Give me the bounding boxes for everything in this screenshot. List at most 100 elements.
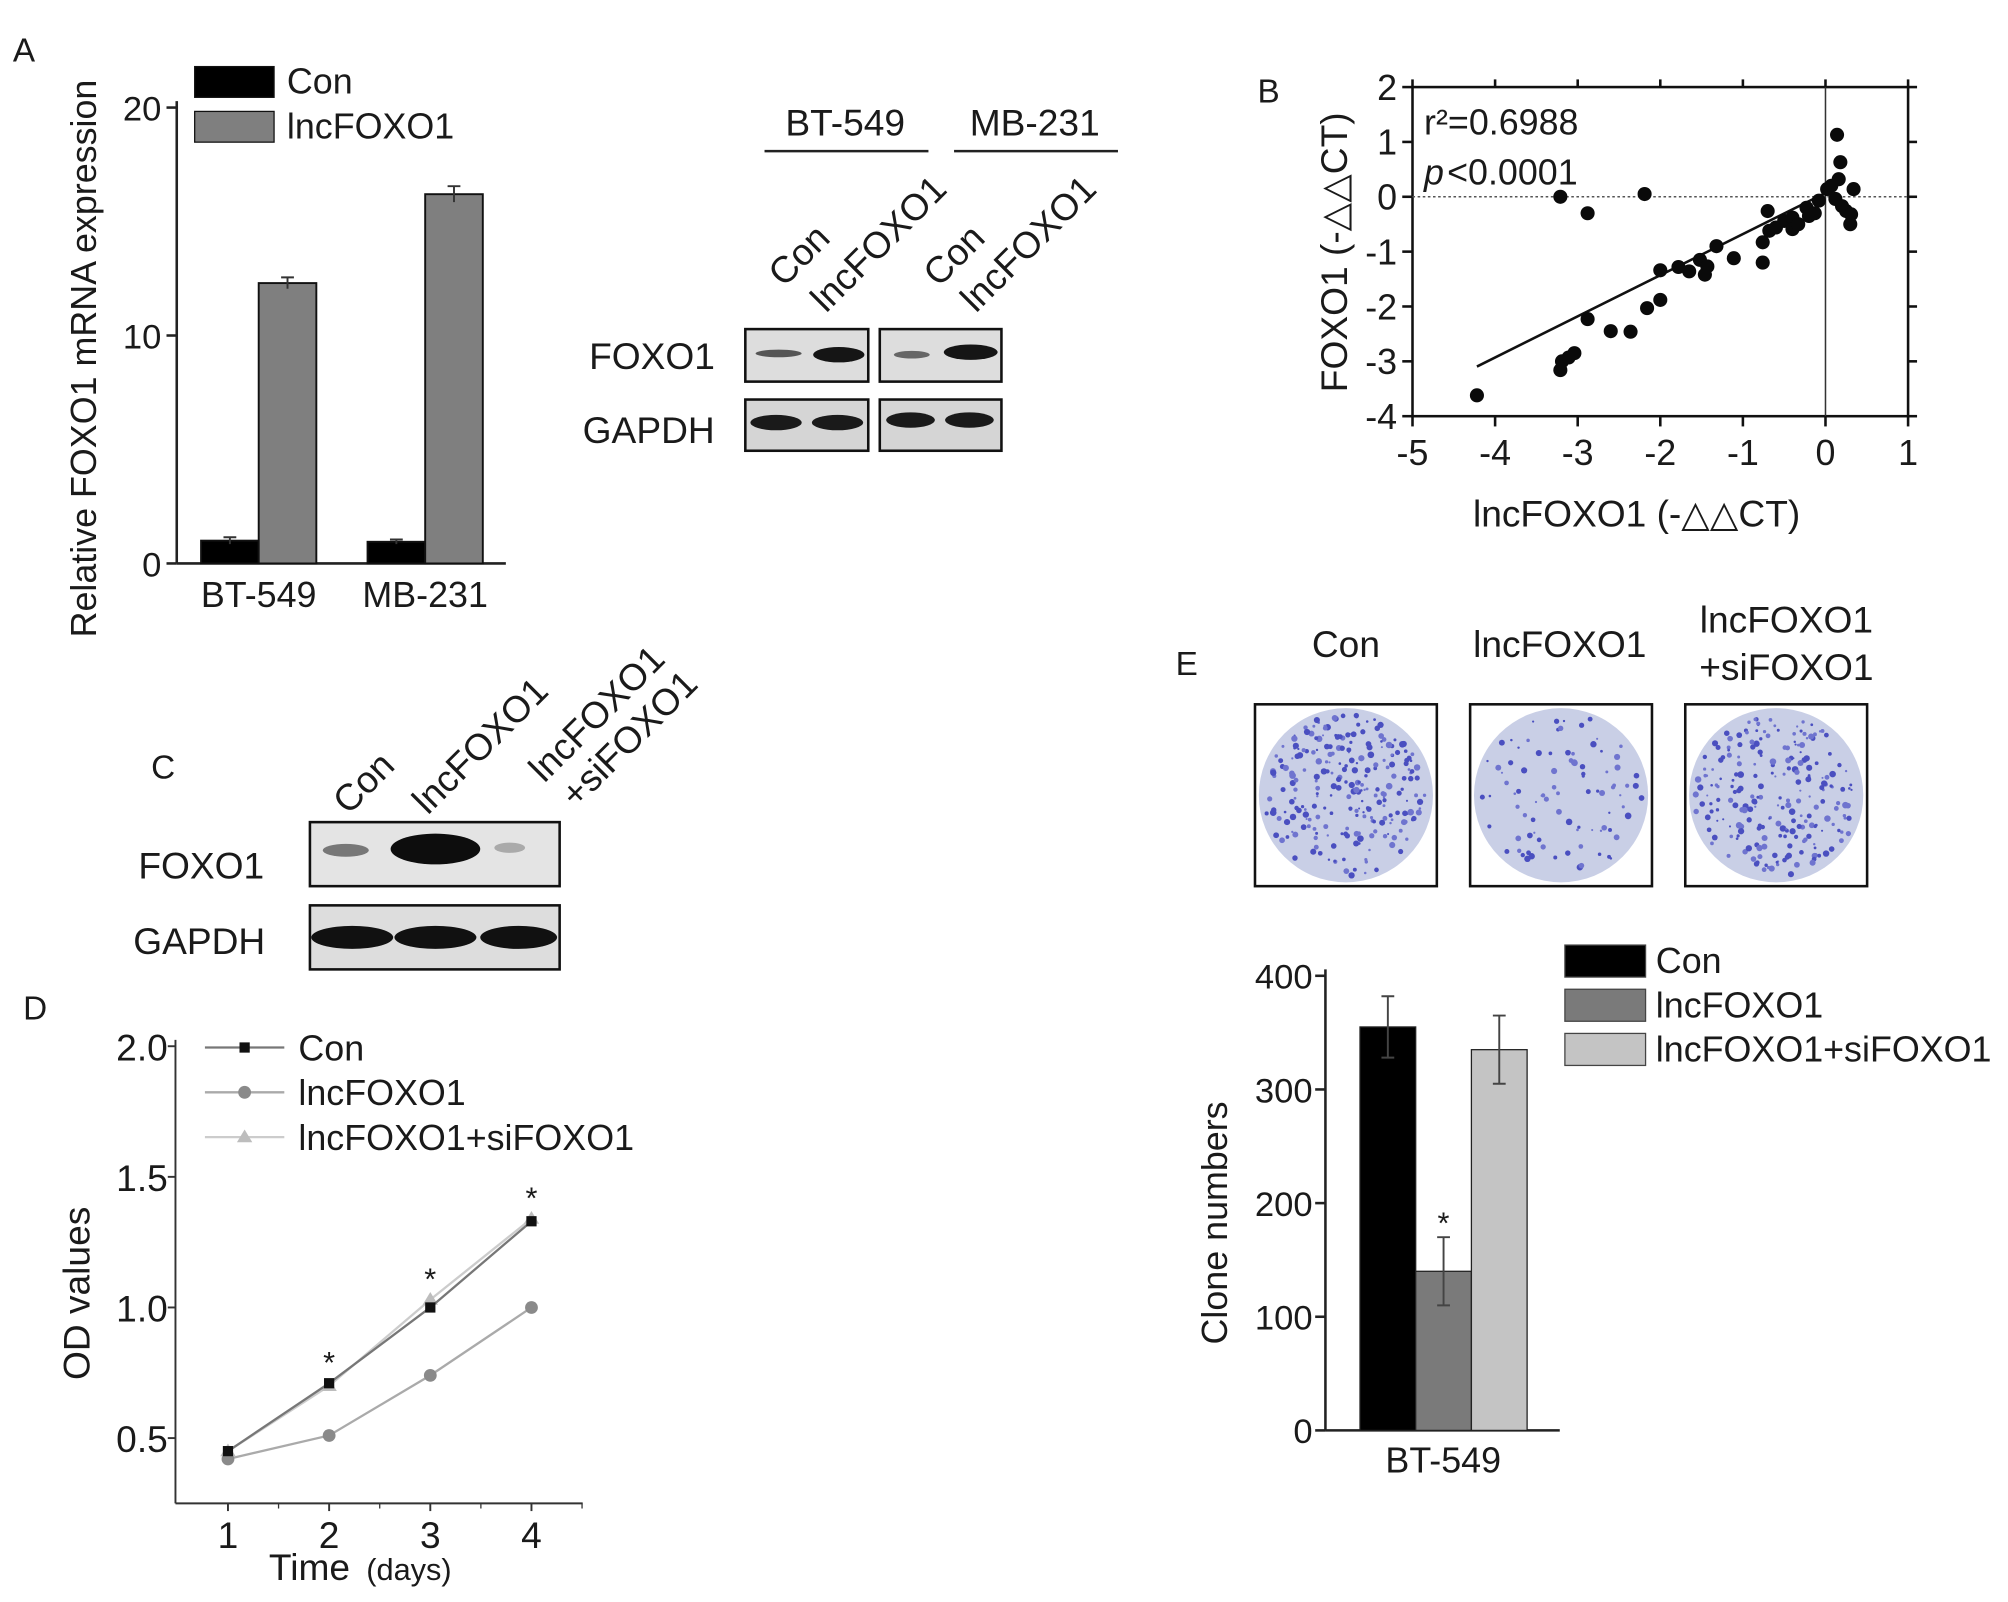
colony-dot (1353, 712, 1359, 719)
colony-dot (1368, 848, 1371, 852)
y-axis-label: Relative FOXO1 mRNA expression (64, 80, 104, 638)
colony-dot (1343, 868, 1350, 875)
colony-dot (1761, 834, 1768, 842)
colony-dot (1380, 791, 1386, 797)
colony-dot (1293, 796, 1297, 800)
colony-dot (1399, 740, 1406, 748)
colony-dot (1585, 789, 1591, 795)
colony-dot (1382, 804, 1386, 808)
bar (1359, 1026, 1417, 1432)
colony-dot (1382, 796, 1386, 799)
x-tick-label: BT-549 (1385, 1441, 1501, 1481)
legend-label: Con (1656, 941, 1722, 981)
colony-dot (1330, 751, 1335, 756)
colony-dot (1746, 817, 1752, 823)
colony-dot (1510, 738, 1513, 742)
legend-label: lncFOXO1 (298, 1073, 465, 1113)
colony-dot (1729, 834, 1734, 839)
colony-dot (1344, 780, 1348, 784)
colony-dot (1362, 811, 1365, 814)
colony-dot (1323, 824, 1329, 830)
colony-dot (1723, 730, 1730, 736)
colony-dot (1596, 737, 1599, 740)
colony-dot (1387, 833, 1390, 836)
colony-dot (1785, 827, 1788, 831)
colony-dot (1404, 757, 1410, 763)
colony-dot (1726, 752, 1732, 758)
colony-dot (1579, 763, 1586, 770)
panel-label-a: A (13, 32, 36, 69)
colony-dot (1515, 804, 1520, 809)
colony-dot (1802, 731, 1807, 736)
colony-dot (1562, 719, 1566, 723)
colony-dot (1328, 761, 1331, 764)
colony-dot (1769, 758, 1777, 765)
colony-dot (1829, 784, 1833, 788)
colony-dot (1809, 859, 1816, 866)
colony-dot (1578, 844, 1584, 849)
error-bar (447, 185, 461, 203)
y-tick-label: 200 (1255, 1186, 1313, 1224)
legend-label: lncFOXO1 (1656, 985, 1823, 1025)
colony-dot (1276, 815, 1282, 821)
colony-dot (1810, 723, 1814, 727)
colony-dot (1410, 817, 1415, 822)
colony-dot (1805, 737, 1809, 740)
colony-dot (1316, 795, 1319, 798)
bar (366, 540, 427, 565)
colony-dot (1795, 779, 1802, 785)
colony-dot (1813, 846, 1817, 850)
colony-dot (1783, 834, 1787, 839)
colony-dot (1638, 795, 1645, 801)
colony-dot (1806, 833, 1812, 839)
colony-dot (1813, 824, 1817, 829)
colony-dot (1601, 824, 1608, 831)
colony-dot (1348, 732, 1351, 736)
colony-dot (1753, 773, 1758, 778)
colony-dot (1311, 803, 1317, 809)
colony-dot (1362, 814, 1367, 819)
colony-dot (1571, 751, 1575, 756)
colony-dot (1307, 817, 1312, 822)
colony-dot (1281, 744, 1285, 748)
colony-dot (1750, 794, 1755, 799)
colony-dot (1850, 788, 1853, 791)
colony-dot (1778, 833, 1783, 838)
y-tick-label: 10 (123, 318, 161, 356)
colony-dot (1293, 746, 1297, 750)
colony-dot (1797, 760, 1804, 767)
colony-dot (1817, 853, 1822, 858)
colony-dot (1716, 797, 1721, 802)
colony-dot (1785, 798, 1791, 803)
colony-dot (1770, 771, 1774, 775)
colony-dot (1808, 795, 1811, 798)
chart-d-growth-line: 0.5 1.0 1.5 2.0 1 2 3 4 * * * Con lncFOXO1 lncFOXO1+s… (56, 1026, 634, 1588)
colony-dot (1715, 808, 1720, 812)
colony-dot (1619, 744, 1623, 749)
colony-dot (1840, 786, 1846, 792)
colony-dot (1829, 770, 1836, 778)
colony-dot (1792, 757, 1795, 760)
colony-dot (1772, 852, 1778, 859)
scatter-point (1567, 346, 1582, 361)
colony-dot (1540, 794, 1543, 797)
colony-dot (1702, 754, 1708, 760)
colony-dot (1479, 794, 1485, 800)
x-tick-label: 2 (319, 1514, 340, 1556)
y-tick-label: 100 (1255, 1300, 1313, 1338)
colony-dot (1360, 729, 1366, 735)
colony-dot (1808, 733, 1815, 740)
y-tick-label: 0 (1293, 1413, 1312, 1451)
colony-dot (1385, 765, 1390, 770)
colony-dot (1517, 746, 1520, 749)
colony-dot (1753, 740, 1760, 747)
colony-dot (1756, 721, 1761, 726)
colony-dot (1340, 713, 1346, 719)
colony-dot (1300, 804, 1305, 809)
colony-dot (1578, 722, 1585, 728)
x-tick-label: -5 (1397, 433, 1429, 473)
colony-dot (1599, 789, 1606, 796)
colony-dot (1759, 754, 1763, 758)
colony-dot (1330, 843, 1337, 849)
